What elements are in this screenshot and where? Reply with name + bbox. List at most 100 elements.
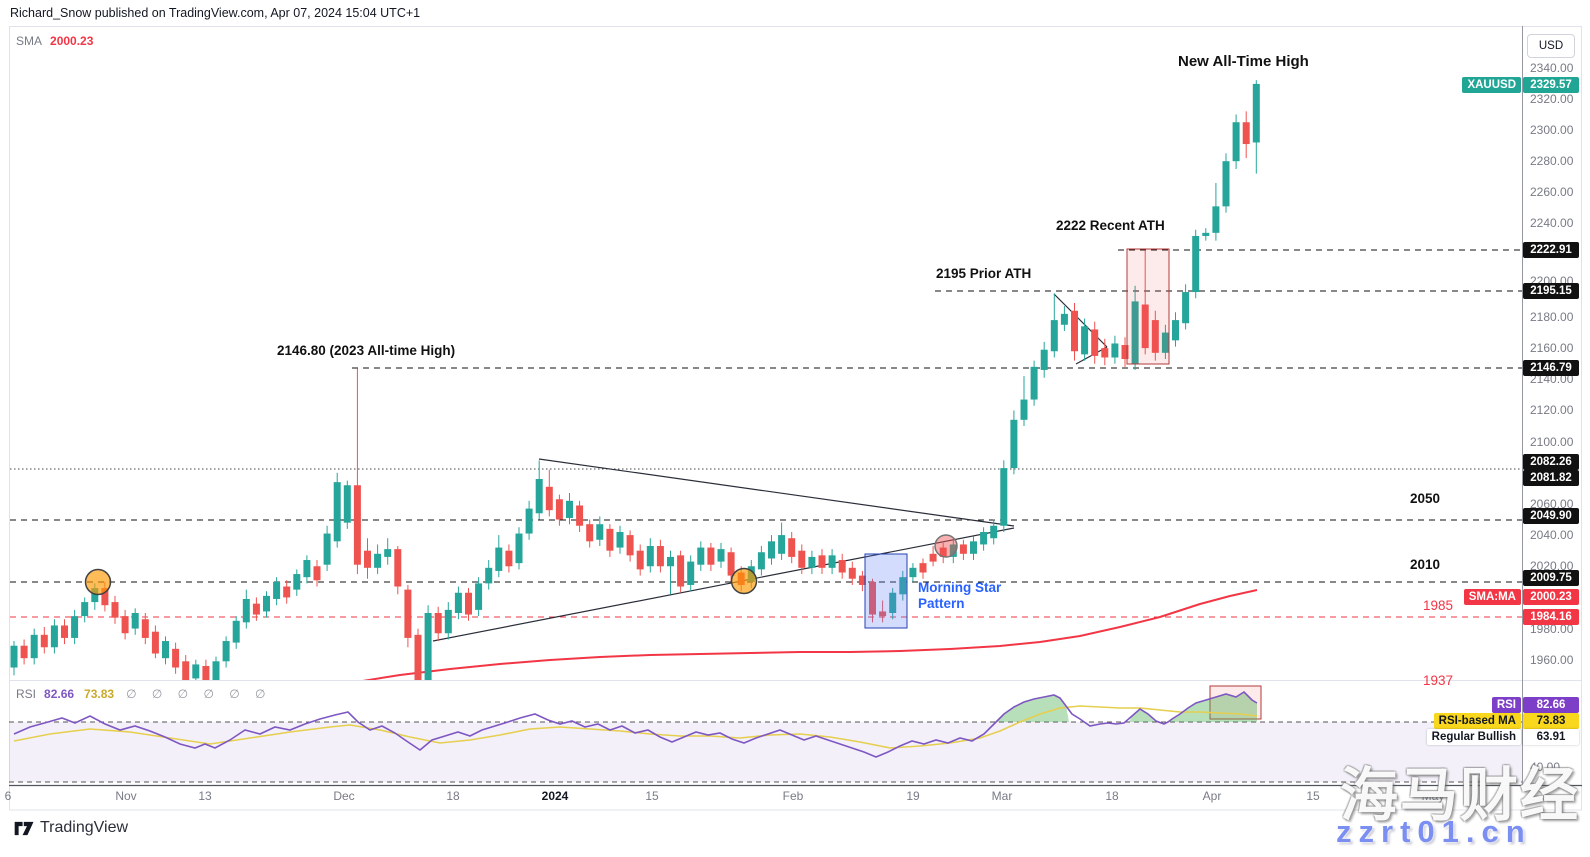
candle-body [677, 555, 685, 587]
candle-body [313, 566, 321, 581]
candle-body [636, 550, 644, 570]
axis-value-badge-2000.23: 2000.23 [1523, 589, 1579, 605]
candle-body [1091, 329, 1099, 356]
candle-body [879, 611, 887, 617]
axis-value-badge-2049.90: 2049.90 [1523, 508, 1579, 524]
price-tick: 2240.00 [1530, 216, 1574, 230]
candle-body [242, 598, 250, 623]
candle-body [151, 631, 159, 654]
annotation-lvl-2010: 2010 [1409, 556, 1440, 572]
sma-indicator-header[interactable]: SMA 2000.23 [16, 34, 93, 48]
axis-value-badge-2329.57: 2329.57 [1523, 77, 1579, 93]
candle-body [1141, 304, 1149, 349]
candle-body [273, 581, 281, 599]
candle-body [465, 592, 472, 615]
candle-body [1050, 320, 1058, 352]
candle-body [697, 547, 705, 565]
candle-body [1030, 366, 1038, 400]
candle-body [949, 544, 957, 557]
candle-body [50, 625, 58, 648]
price-tick: 2260.00 [1530, 185, 1574, 199]
time-label-Feb: Feb [782, 789, 804, 803]
candle-body [778, 535, 786, 554]
axis-value-badge-2082.26: 2082.26 [1523, 454, 1579, 470]
candle-body [707, 547, 715, 565]
price-tick: 1980.00 [1530, 622, 1574, 636]
candle-body [1252, 83, 1260, 143]
morning-star-box[interactable] [864, 553, 908, 629]
tradingview-logo-icon[interactable] [14, 820, 36, 837]
candle-body [1192, 235, 1200, 293]
annotation-new-ath: New All-Time High [1178, 53, 1309, 70]
support-touch-2[interactable] [730, 567, 758, 595]
candle-body [1182, 292, 1190, 324]
candle-body [939, 547, 947, 557]
candle-body [586, 524, 594, 542]
candle-body [889, 592, 897, 613]
time-label-6: 6 [4, 789, 12, 803]
annotation-recent-ath: 2222 Recent ATH [1056, 217, 1165, 233]
sma-line[interactable] [305, 589, 1258, 689]
sma-label: SMA [16, 34, 43, 48]
trendline-triangle-lower[interactable] [432, 527, 1015, 642]
axis-value-badge-82.66: 82.66 [1523, 697, 1579, 713]
candle-body [798, 550, 806, 568]
candle-body [333, 482, 341, 542]
currency-toggle-button[interactable]: USD [1527, 34, 1575, 58]
axis-label-badge-sma-ma: SMA:MA [1463, 589, 1521, 605]
candle-body [162, 641, 169, 659]
candle-body [222, 641, 230, 662]
rsi-plot[interactable] [13, 690, 1258, 758]
annotation-prior-ath: 2195 Prior ATH [936, 265, 1032, 281]
candle-body [626, 535, 634, 556]
candle-body [91, 588, 99, 603]
candle-body [1060, 313, 1068, 325]
time-label-19: 19 [906, 789, 920, 803]
sma-value: 2000.23 [50, 34, 94, 48]
recent-ath-box[interactable] [1126, 248, 1170, 365]
support-touch-1[interactable] [84, 568, 112, 596]
price-tick: 2060.00 [1530, 497, 1574, 511]
candle-body [616, 531, 624, 548]
annotation-ath-2023: 2146.80 (2023 All-time High) [277, 342, 456, 358]
candle-body [20, 645, 28, 659]
candle-body [656, 546, 664, 567]
axis-value-badge-2195.15: 2195.15 [1523, 283, 1579, 299]
retest-circle[interactable] [934, 534, 958, 558]
candle-body [323, 533, 331, 565]
candle-body [232, 620, 240, 643]
axis-label-badge-rsi-based-ma: RSI-based MA [1433, 713, 1521, 729]
candle-body [263, 595, 270, 612]
price-tick: 40.00 [1530, 760, 1561, 774]
axis-label-badge-xauusd: XAUUSD [1462, 77, 1521, 93]
candle-body [212, 661, 220, 680]
time-label-15: 15 [645, 789, 659, 803]
trendline-triangle-upper[interactable] [538, 458, 1015, 527]
candle-body [414, 634, 422, 680]
candle-body [71, 616, 79, 638]
annotation-lvl-1937: 1937 [1422, 672, 1453, 688]
publish-attribution: Richard_Snow published on TradingView.co… [10, 6, 421, 20]
rsi-overbought-fill [1129, 709, 1156, 722]
candle-body [1040, 349, 1048, 370]
tradingview-brand-text[interactable]: TradingView [40, 819, 129, 836]
candle-body [1202, 232, 1210, 236]
rsi-value: 82.66 [44, 687, 75, 701]
candle-body [141, 619, 149, 638]
candle-body [192, 664, 200, 679]
axis-label-badge-rsi: RSI [1491, 697, 1521, 713]
axis-value-badge-2146.79: 2146.79 [1523, 360, 1579, 376]
chart-frame [9, 26, 1582, 811]
candles-group[interactable] [10, 80, 1260, 697]
candle-body [495, 547, 503, 571]
rsi-ma-value: 73.83 [84, 687, 115, 701]
candle-body [252, 603, 260, 615]
candle-body [1010, 419, 1018, 469]
rsi-indicator-header[interactable]: RSI 82.66 73.83 ∅ ∅ ∅ ∅ ∅ ∅ [16, 687, 271, 701]
candle-body [899, 577, 907, 595]
candle-body [61, 625, 68, 638]
price-tick: 2280.00 [1530, 154, 1574, 168]
candle-body [172, 648, 180, 668]
